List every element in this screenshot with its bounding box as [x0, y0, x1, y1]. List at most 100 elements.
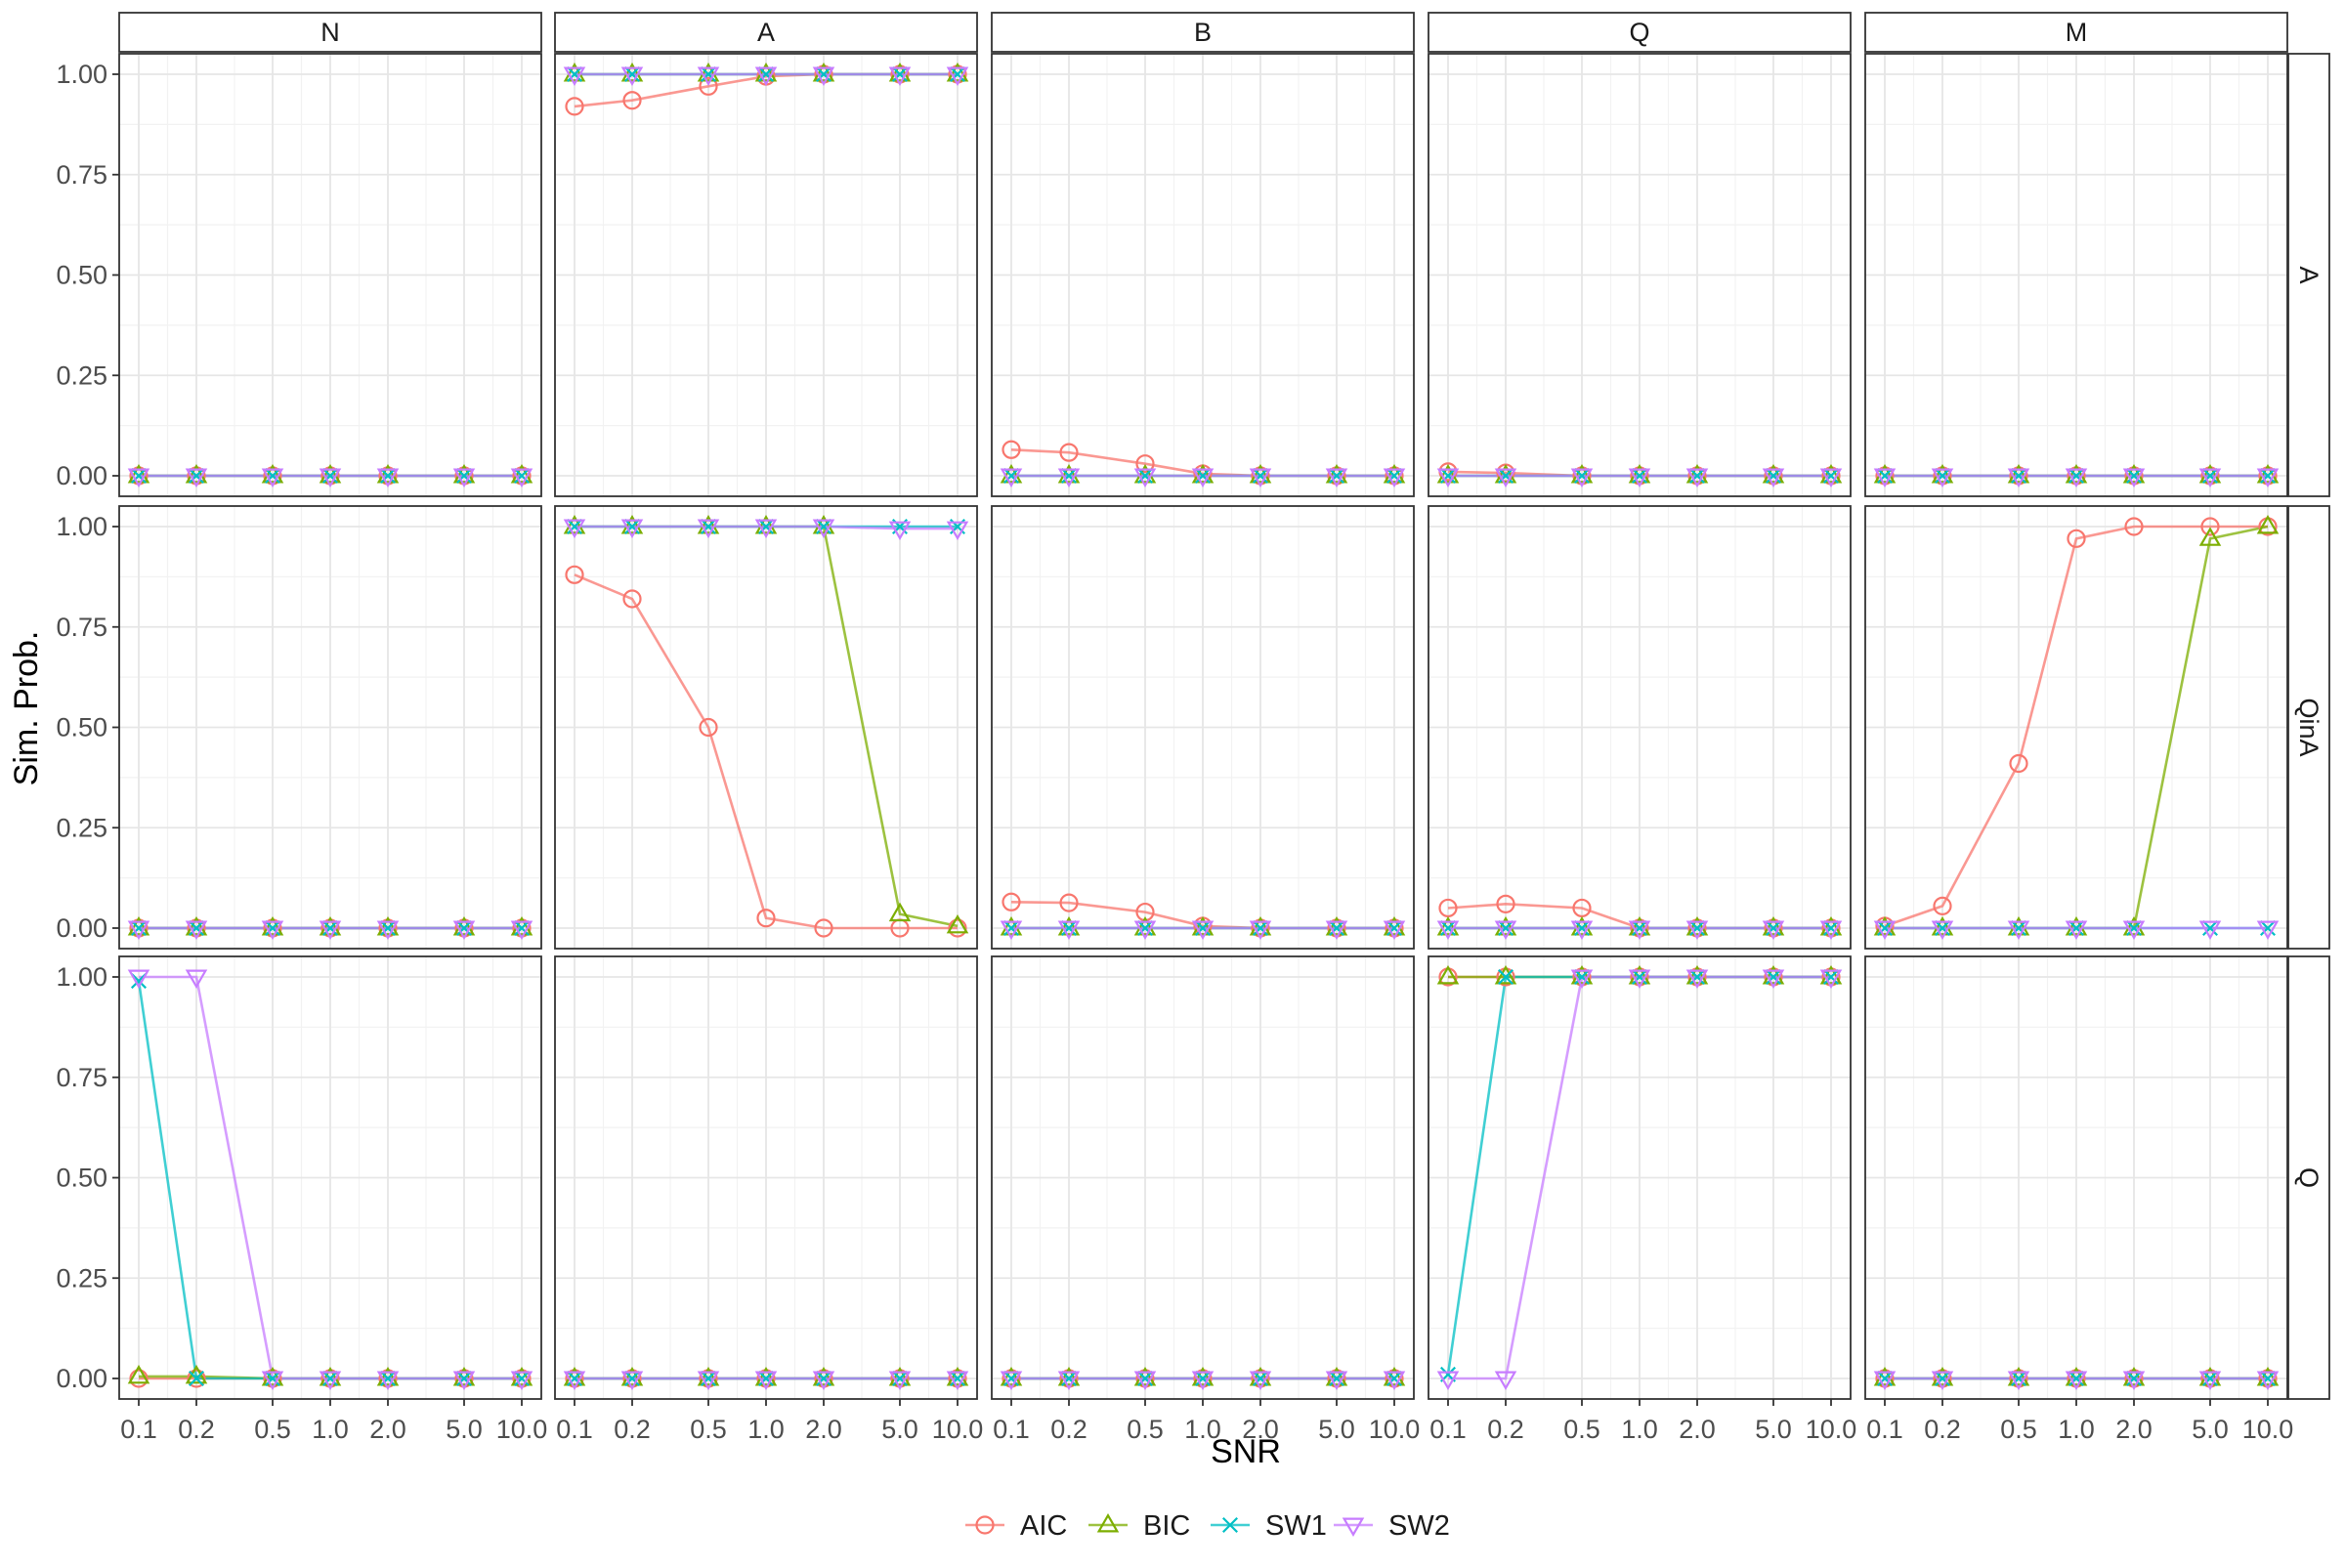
data-point-SW1 [455, 1371, 473, 1386]
col-strip-B: B [991, 12, 1415, 53]
data-point-SW2 [376, 920, 400, 940]
data-point-SW2 [1931, 1371, 1954, 1390]
data-point-AIC [2124, 517, 2144, 536]
data-point-BIC [1133, 916, 1157, 936]
x-tick-label: 0.5 [1563, 1415, 1600, 1444]
data-point-SW2 [563, 1371, 586, 1390]
data-point-SW2 [1325, 1371, 1348, 1390]
col-strip-label: N [320, 18, 340, 47]
data-point-SW2 [452, 1371, 476, 1390]
data-point-SW2 [946, 521, 969, 541]
data-point-BIC [452, 916, 476, 936]
data-point-SW1 [2126, 467, 2143, 485]
data-point-BIC [812, 515, 835, 534]
data-point-BIC [127, 916, 150, 936]
panel-QinA-M [1864, 505, 2288, 950]
x-tick-label: 0.2 [1924, 1415, 1961, 1444]
data-point-BIC [510, 1367, 533, 1386]
data-point-BIC [754, 63, 778, 82]
data-point-SW1 [2068, 1371, 2085, 1386]
data-point-SW2 [1494, 920, 1517, 940]
x-tick-label: 1.0 [312, 1415, 349, 1444]
x-tick-label: 2.0 [805, 1415, 842, 1444]
y-tick-label: 0.75 [56, 613, 107, 642]
data-point-SW1 [264, 919, 281, 937]
data-point-SW2 [1057, 920, 1081, 940]
data-point-BIC [2007, 464, 2030, 484]
x-tick-label: 0.1 [1866, 1415, 1903, 1444]
data-point-SW1 [949, 65, 966, 83]
data-point-SW1 [2201, 919, 2218, 937]
x-tick-label: 0.1 [556, 1415, 593, 1444]
data-point-SW2 [510, 1371, 533, 1390]
data-point-BIC [1383, 464, 1406, 484]
x-tick-label: 5.0 [1318, 1415, 1355, 1444]
data-point-SW1 [1061, 1371, 1078, 1386]
data-point-SW1 [1935, 1371, 1951, 1386]
data-point-BIC [754, 1367, 778, 1386]
panel-border [991, 53, 1415, 497]
data-point-BIC [1191, 916, 1215, 936]
row-strip-label: QinA [2294, 698, 2324, 756]
panel-QinA-A [554, 505, 978, 950]
data-point-SW1 [1386, 467, 1402, 485]
data-point-BIC [376, 1367, 400, 1386]
col-strip-label: M [2066, 18, 2088, 47]
data-point-BIC [2198, 1367, 2222, 1386]
data-point-SW2 [261, 468, 284, 487]
panel-A-M [1864, 53, 2288, 497]
data-point-SW1 [1935, 919, 1951, 937]
data-point-SW2 [1819, 468, 1843, 487]
data-point-SW2 [185, 468, 208, 487]
data-point-SW2 [376, 468, 400, 487]
panel-A-N: 0.00 0.25 0.50 0.75 1.00 [56, 53, 542, 497]
x-tick-label: 1.0 [1621, 1415, 1658, 1444]
data-point-AIC [2009, 753, 2028, 774]
data-point-BIC [127, 1364, 150, 1384]
x-tick-label: 0.1 [1429, 1415, 1467, 1444]
data-point-SW1 [815, 518, 832, 535]
data-point-SW2 [1057, 1371, 1081, 1390]
panel-border [1428, 53, 1852, 497]
data-point-BIC [319, 1367, 342, 1386]
data-point-BIC [1873, 1367, 1897, 1386]
data-point-BIC [376, 464, 400, 484]
x-tick-label: 1.0 [747, 1415, 785, 1444]
data-point-SW2 [1819, 920, 1843, 940]
data-point-BIC [261, 1367, 284, 1386]
data-point-SW2 [2256, 920, 2280, 940]
data-point-SW1 [321, 919, 339, 937]
data-point-AIC [565, 97, 584, 116]
data-point-SW2 [2122, 920, 2146, 940]
data-point-BIC [1249, 464, 1272, 484]
data-point-BIC [620, 63, 644, 82]
data-point-BIC [812, 63, 835, 82]
data-point-SW2 [2007, 468, 2030, 487]
data-point-SW1 [130, 467, 148, 485]
data-point-SW1 [1765, 467, 1781, 485]
data-point-SW1 [1689, 968, 1706, 985]
x-tick-label: 0.2 [614, 1415, 651, 1444]
data-point-BIC [946, 913, 969, 934]
panel-Q-B: 0.1 0.2 0.5 1.0 2.0 5.0 10.0 [991, 955, 1420, 1444]
data-point-BIC [1133, 464, 1157, 484]
y-axis-title: Sim. Prob. [8, 631, 45, 786]
data-point-SW2 [1494, 1371, 1517, 1390]
row-strip-box [2287, 53, 2330, 497]
data-point-SW1 [513, 1371, 531, 1386]
data-point-SW1 [321, 1371, 339, 1386]
data-point-SW2 [2065, 920, 2088, 940]
data-point-SW2 [1000, 468, 1023, 487]
data-point-SW1 [2068, 467, 2085, 485]
row-strip-QinA: QinA [2287, 505, 2330, 950]
data-point-SW1 [1877, 1371, 1893, 1386]
data-point-SW2 [452, 920, 476, 940]
legend-item-SW2: SW2 [1334, 1510, 1450, 1542]
data-point-BIC [1762, 965, 1785, 985]
data-point-SW1 [1573, 467, 1590, 485]
data-point-BIC [1325, 916, 1348, 936]
data-point-SW2 [127, 468, 150, 487]
data-point-SW2 [1249, 920, 1272, 940]
x-tick-label: 5.0 [446, 1415, 483, 1444]
data-point-BIC [2007, 916, 2030, 936]
